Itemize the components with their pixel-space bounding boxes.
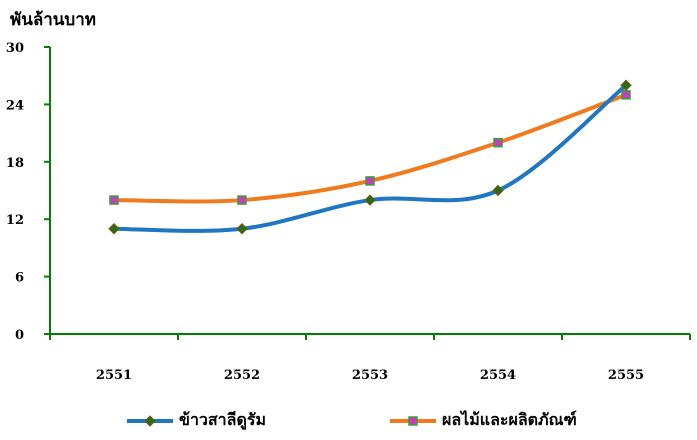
x-tick-label: 2554 [480, 368, 516, 383]
x-tick-label: 2551 [96, 368, 132, 383]
y-axis-unit-label: พันล้านบาท [10, 10, 96, 30]
x-tick-label: 2553 [352, 368, 388, 383]
legend-item-durum-wheat: ข้าวสาลีดูรัม [125, 408, 266, 433]
data-point-series-1 [493, 137, 503, 148]
legend-label-durum-wheat: ข้าวสาลีดูรัม [179, 410, 266, 429]
data-point-series-0 [236, 223, 248, 235]
data-point-series-1 [109, 195, 119, 205]
data-point-series-0 [364, 194, 376, 206]
data-point-series-0 [620, 79, 632, 91]
x-tick-label: 2555 [608, 368, 644, 383]
data-point-series-1 [237, 195, 247, 205]
data-point-series-0 [492, 184, 504, 197]
legend-marker [408, 415, 418, 426]
legend-swatch-fruits [390, 415, 436, 426]
y-tick-label: 24 [6, 98, 24, 113]
legend-swatch-durum-wheat [127, 414, 173, 427]
data-point-series-1 [621, 90, 631, 100]
x-tick-label: 2552 [224, 368, 260, 383]
data-point-series-0 [108, 223, 120, 235]
y-tick-label: 6 [15, 271, 24, 286]
series-line-0 [112, 83, 628, 233]
data-point-series-1 [365, 176, 375, 186]
y-tick-label: 12 [6, 213, 24, 228]
legend-label-fruits: ผลไม้และผลิตภัณฑ์ [442, 410, 577, 429]
y-tick-label: 30 [6, 41, 24, 56]
legend-item-fruits: ผลไม้และผลิตภัณฑ์ [388, 408, 577, 433]
legend-marker [144, 414, 156, 427]
y-tick-label: 0 [15, 328, 24, 343]
y-tick-label: 18 [6, 156, 24, 171]
